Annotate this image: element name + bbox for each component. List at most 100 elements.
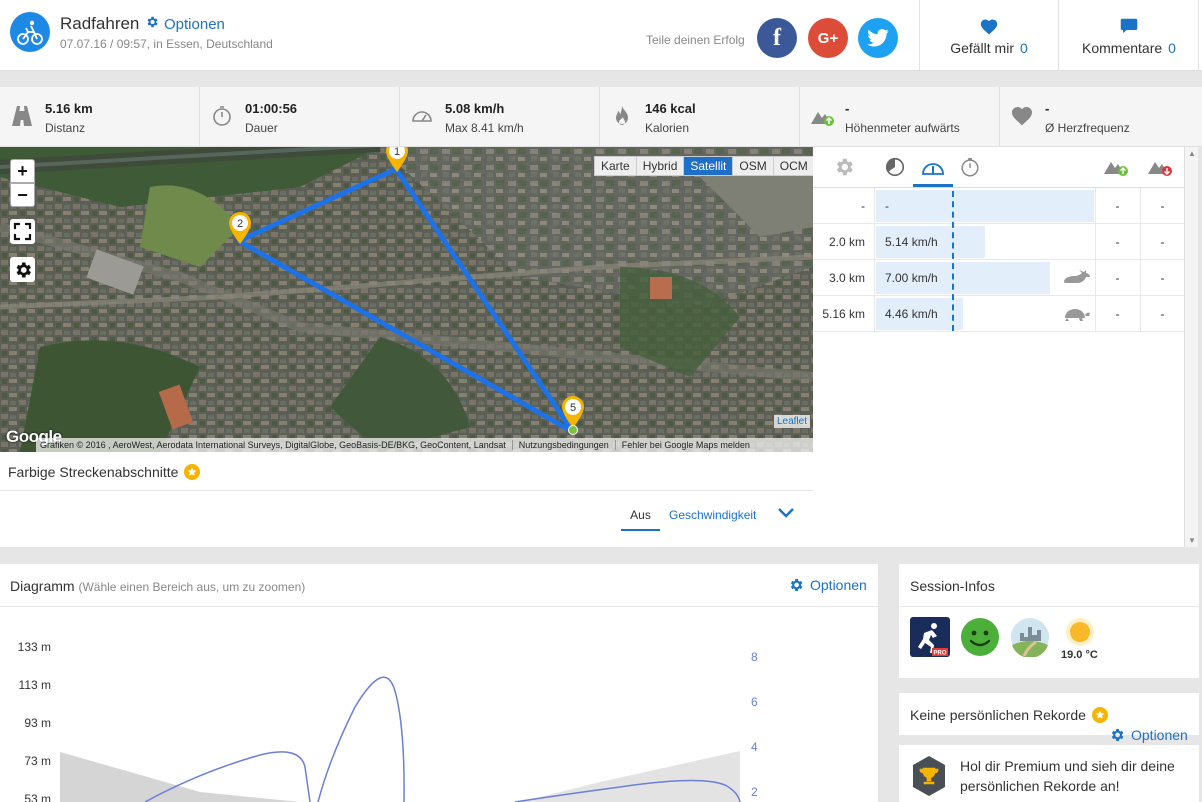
marker-label: 1 (394, 147, 400, 158)
split-row: 2.0 km 5.14 km/h - - (813, 224, 1184, 260)
activity-header: Radfahren Optionen 07.07.16 / 09:57, in … (0, 0, 1202, 71)
scroll-down-icon[interactable]: ▼ (1188, 536, 1196, 545)
share-label: Teile deinen Erfolg (646, 33, 745, 47)
premium-promo[interactable]: Hol dir Premium und sieh dir deine persö… (899, 745, 1199, 802)
stat-label: Dauer (245, 121, 278, 135)
elevation-speed-chart[interactable]: 133 m 113 m 93 m 73 m 53 m 8 6 4 2 (0, 607, 878, 802)
y-axis-tick: 133 m (18, 640, 51, 654)
divider (1058, 0, 1059, 70)
pace-icon[interactable] (884, 156, 906, 178)
gear-icon (1111, 729, 1124, 741)
options-label: Optionen (1131, 727, 1188, 743)
stat-label: Distanz (45, 121, 86, 135)
stat-value: - (1045, 101, 1050, 116)
y-axis-tick: 93 m (24, 716, 51, 730)
records-options-link[interactable]: Optionen (1109, 727, 1188, 743)
cycling-icon (10, 12, 50, 52)
split-elevation-up: - (1095, 296, 1139, 332)
twitter-share-button[interactable] (858, 18, 898, 58)
premium-promo-text: Hol dir Premium und sieh dir deine persö… (960, 758, 1175, 794)
split-elevation-down: - (1140, 296, 1184, 332)
fullscreen-button[interactable] (10, 219, 35, 244)
speed-line (144, 676, 741, 802)
gear-icon[interactable] (833, 156, 855, 178)
leaflet-link[interactable]: Leaflet (773, 415, 810, 428)
stat-label: Höhenmeter aufwärts (845, 121, 960, 135)
report-error-link[interactable]: Fehler bei Google Maps melden (621, 440, 750, 450)
split-elevation-up: - (1095, 188, 1139, 224)
stat-label: Kalorien (645, 121, 690, 135)
split-row: - - - - (813, 188, 1184, 224)
heart-icon (980, 19, 998, 35)
zoom-in-button[interactable]: + (10, 159, 35, 183)
active-tab-indicator (913, 184, 953, 187)
split-speed: 4.46 km/h (885, 307, 938, 321)
stat-label: Max 8.41 km/h (445, 121, 524, 135)
layer-karte[interactable]: Karte (595, 157, 637, 175)
y2-axis-tick: 8 (751, 650, 758, 664)
gear-icon (790, 579, 803, 591)
diagram-title: Diagramm (10, 578, 75, 594)
map-attribution: Grafiken © 2016 , AeroWest, Aerodata Int… (36, 438, 813, 452)
split-elevation-down: - (1140, 260, 1184, 296)
split-speed: - (885, 199, 889, 213)
zoom-out-button[interactable]: − (10, 183, 35, 207)
stat-value: 5.08 km/h (445, 101, 505, 116)
stat-calories: 146 kcal Kalorien (600, 87, 800, 147)
sun-weather-icon (1066, 618, 1094, 646)
options-link[interactable]: Optionen (145, 15, 225, 33)
stat-elevation: - Höhenmeter aufwärts (800, 87, 1000, 147)
diagram-options-link[interactable]: Optionen (788, 577, 867, 593)
session-info-title: Session-Infos (910, 578, 995, 594)
google-plus-icon: G+ (817, 29, 839, 47)
stat-heart-rate: - Ø Herzfrequenz (1000, 87, 1202, 147)
elevation-down-icon[interactable] (1147, 156, 1173, 178)
scroll-up-icon[interactable]: ▲ (1188, 149, 1196, 158)
divider (0, 490, 813, 491)
google-plus-share-button[interactable]: G+ (808, 18, 848, 58)
facebook-share-button[interactable]: f (757, 18, 797, 58)
layer-satellit[interactable]: Satellit (684, 157, 734, 175)
scrollbar[interactable]: ▲ ▼ (1184, 147, 1198, 547)
splits-header (813, 147, 1184, 188)
layer-hybrid[interactable]: Hybrid (637, 157, 685, 175)
divider (1198, 0, 1199, 70)
runtastic-pro-icon[interactable]: PRO (910, 617, 950, 657)
split-elevation-up: - (1095, 224, 1139, 260)
divider (0, 606, 878, 607)
comments-label: Kommentare (1082, 40, 1163, 56)
temperature: 19.0 °C (1061, 649, 1098, 661)
terms-link[interactable]: Nutzungsbedingungen (518, 440, 609, 450)
speedometer-icon[interactable] (921, 156, 945, 178)
stat-value: 146 kcal (645, 101, 696, 116)
speedometer-icon (412, 111, 432, 122)
colored-sections-title: Farbige Streckenabschnitte (8, 464, 179, 480)
map-layer-switcher: Karte Hybrid Satellit OSM OCM (594, 156, 813, 176)
comment-icon (1120, 18, 1138, 33)
tab-aus[interactable]: Aus (621, 508, 660, 531)
y2-axis-tick: 6 (751, 695, 758, 709)
elevation-up-icon[interactable] (1103, 156, 1129, 178)
route-marker-5[interactable]: 5 (560, 395, 586, 429)
marker-label: 5 (570, 402, 576, 414)
split-speed-bar (876, 298, 963, 330)
route-marker-2[interactable]: 2 (227, 211, 253, 245)
tab-geschwindigkeit[interactable]: Geschwindigkeit (669, 508, 757, 522)
chevron-down-icon[interactable] (777, 507, 795, 519)
route-marker-1[interactable]: 1 (384, 147, 410, 173)
map-copyright: Grafiken © 2016 , AeroWest, Aerodata Int… (40, 440, 506, 450)
layer-ocm[interactable]: OCM (779, 159, 808, 173)
y2-axis-tick: 4 (751, 740, 758, 754)
route-map[interactable]: 1 2 5 + − Karte Hybrid Satellit OSM OCM … (0, 147, 813, 452)
split-speed: 7.00 km/h (885, 271, 938, 285)
premium-star-icon (1091, 707, 1108, 723)
layer-osm[interactable]: OSM (733, 157, 774, 175)
map-settings-button[interactable] (10, 257, 35, 282)
records-panel: Keine persönlichen Rekorde (899, 693, 1199, 735)
stopwatch-icon[interactable] (959, 156, 981, 178)
splits-table: - - - - 2.0 km 5.14 km/h - - 3.0 km 7.00… (813, 147, 1184, 547)
activity-date-location: 07.07.16 / 09:57, in Essen, Deutschland (60, 37, 273, 51)
session-info-panel: Session-Infos PRO 19.0 °C (899, 564, 1199, 678)
comments-button[interactable]: Kommentare 0 (1059, 0, 1199, 70)
like-button[interactable]: Gefällt mir 0 (920, 0, 1058, 70)
